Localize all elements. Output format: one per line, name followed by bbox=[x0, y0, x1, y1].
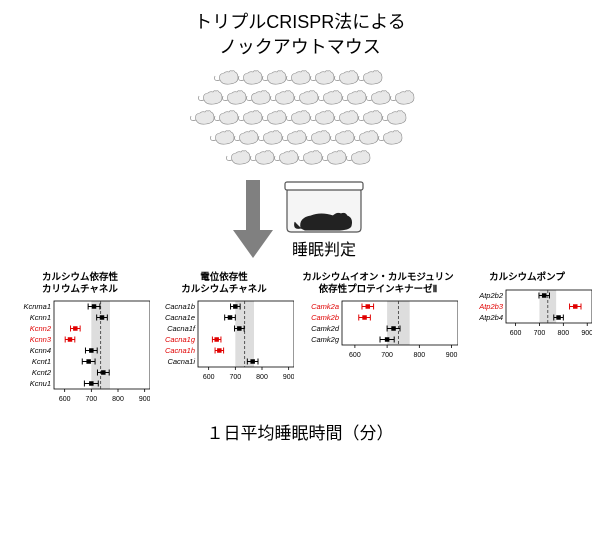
svg-text:700: 700 bbox=[85, 396, 97, 403]
svg-text:700: 700 bbox=[229, 374, 241, 381]
x-axis-global-label: １日平均睡眠時間（分） bbox=[10, 419, 590, 444]
svg-text:Atp2b4: Atp2b4 bbox=[478, 313, 503, 322]
chart-block: 電位依存性 カルシウムチャネル 600 700 800 900 Cacna1b Cacna1… bbox=[154, 272, 294, 405]
svg-text:Cacna1h: Cacna1h bbox=[165, 346, 195, 355]
svg-text:Cacna1i: Cacna1i bbox=[167, 357, 195, 366]
svg-text:700: 700 bbox=[534, 330, 546, 337]
chart-svg: 600 700 800 900 Camk2a Camk2b Camk2d Camk2g bbox=[298, 297, 458, 361]
chart-block: カルシウムポンプ 600 700 800 900 Atp2b2 Atp2b3 Atp2b4 bbox=[462, 272, 592, 405]
title-line-1: トリプルCRISPR法による bbox=[194, 12, 405, 32]
svg-text:800: 800 bbox=[413, 352, 425, 359]
chart-svg: 600 700 800 900 Cacna1b Cacna1e Cacna1f Cacna1g… bbox=[154, 297, 294, 383]
svg-text:900: 900 bbox=[139, 396, 150, 403]
sleep-cage-icon bbox=[281, 178, 367, 236]
mice-svg bbox=[170, 68, 430, 174]
svg-text:800: 800 bbox=[557, 330, 569, 337]
svg-text:Kcnma1: Kcnma1 bbox=[23, 302, 51, 311]
arrow-row: 睡眠判定 bbox=[10, 178, 590, 260]
chart-svg: 600 700 800 900 Atp2b2 Atp2b3 Atp2b4 bbox=[462, 286, 592, 339]
svg-text:Camk2a: Camk2a bbox=[311, 302, 339, 311]
svg-text:900: 900 bbox=[283, 374, 294, 381]
chart-title: 電位依存性 カルシウムチャネル bbox=[181, 272, 266, 295]
svg-text:Camk2d: Camk2d bbox=[311, 324, 340, 333]
svg-text:Cacna1f: Cacna1f bbox=[167, 324, 196, 333]
svg-text:800: 800 bbox=[112, 396, 124, 403]
sleep-label: 睡眠判定 bbox=[292, 236, 356, 260]
chart-title: カルシウムポンプ bbox=[489, 272, 565, 283]
chart-block: カルシウム依存性 カリウムチャネル 600 700 800 900 Kcnma1 Kcnn1… bbox=[10, 272, 150, 405]
charts-row: カルシウム依存性 カリウムチャネル 600 700 800 900 Kcnma1 Kcnn1… bbox=[10, 272, 590, 405]
chart-title: カルシウムイオン・カルモジュリン 依存性プロテインキナーゼⅡ bbox=[302, 272, 453, 295]
svg-text:Kcnt2: Kcnt2 bbox=[32, 368, 52, 377]
svg-text:800: 800 bbox=[256, 374, 268, 381]
svg-text:600: 600 bbox=[59, 396, 71, 403]
svg-text:600: 600 bbox=[203, 374, 215, 381]
svg-text:Kcnn3: Kcnn3 bbox=[30, 335, 52, 344]
svg-text:600: 600 bbox=[510, 330, 522, 337]
svg-text:Kcnn4: Kcnn4 bbox=[30, 346, 51, 355]
down-arrow-icon bbox=[233, 180, 273, 258]
svg-text:Camk2b: Camk2b bbox=[311, 313, 339, 322]
svg-text:Cacna1g: Cacna1g bbox=[165, 335, 196, 344]
mouse-population-graphic bbox=[10, 68, 590, 174]
svg-text:900: 900 bbox=[446, 352, 458, 359]
svg-text:Camk2g: Camk2g bbox=[311, 335, 340, 344]
svg-text:600: 600 bbox=[349, 352, 361, 359]
figure-title: トリプルCRISPR法による ノックアウトマウス bbox=[10, 10, 590, 60]
svg-text:Cacna1b: Cacna1b bbox=[165, 302, 195, 311]
svg-text:700: 700 bbox=[381, 352, 393, 359]
svg-text:Kcnn1: Kcnn1 bbox=[30, 313, 51, 322]
svg-text:900: 900 bbox=[581, 330, 592, 337]
svg-text:Atp2b3: Atp2b3 bbox=[478, 302, 504, 311]
title-line-2: ノックアウトマウス bbox=[219, 37, 381, 57]
chart-block: カルシウムイオン・カルモジュリン 依存性プロテインキナーゼⅡ 600 700 800 9… bbox=[298, 272, 458, 405]
svg-text:Kcnt1: Kcnt1 bbox=[32, 357, 51, 366]
chart-title: カルシウム依存性 カリウムチャネル bbox=[42, 272, 118, 295]
chart-svg: 600 700 800 900 Kcnma1 Kcnn1 Kcnn2 Kcnn3 Kcnn4 Kc… bbox=[10, 297, 150, 405]
svg-text:Atp2b2: Atp2b2 bbox=[478, 291, 504, 300]
svg-text:Cacna1e: Cacna1e bbox=[165, 313, 195, 322]
cage-and-label: 睡眠判定 bbox=[281, 178, 367, 260]
svg-text:Kcnu1: Kcnu1 bbox=[30, 379, 51, 388]
svg-text:Kcnn2: Kcnn2 bbox=[30, 324, 52, 333]
